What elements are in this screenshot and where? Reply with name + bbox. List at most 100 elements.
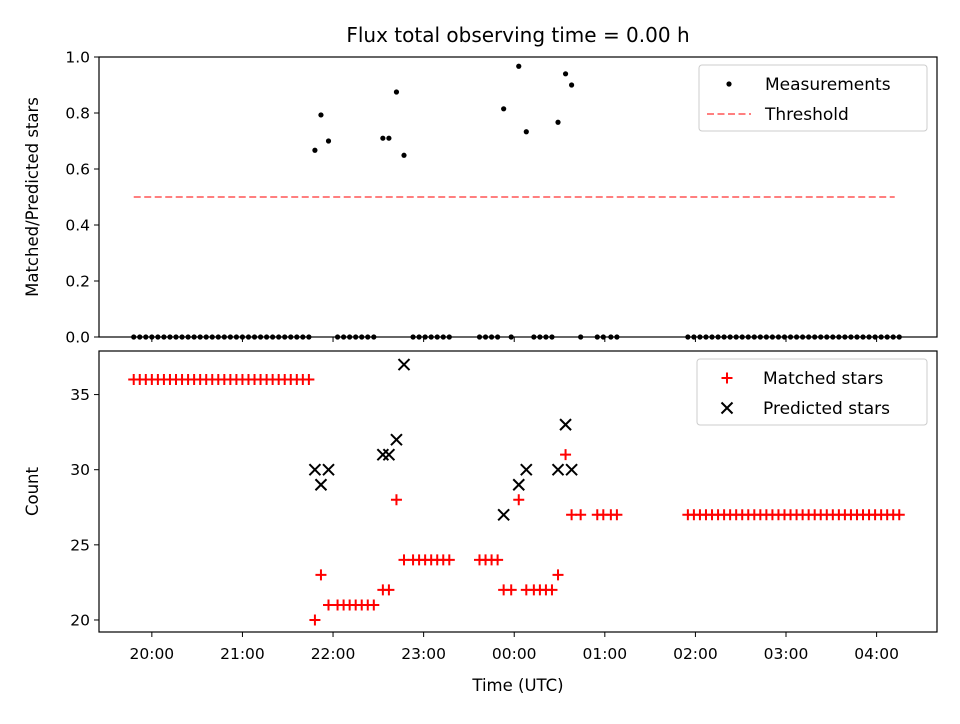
measurement-point [715,334,721,340]
measurement-point [543,334,549,340]
matched-star-point [893,509,905,521]
top-axes-frame [98,56,938,338]
measurement-point [751,334,757,340]
measurement-point [401,152,407,158]
measurement-point [371,334,377,340]
measurement-point [251,334,258,340]
bottom-axes-frame [98,350,938,633]
matched-star-point [303,374,315,386]
measurement-point [294,334,300,340]
top-panel-ratio-plot: 0.0 0.2 0.4 0.6 0.8 1.0 Matched/Predicted star… [23,49,938,347]
bottom-y-tick-label: 25 [70,536,90,554]
measurement-point [745,334,751,340]
bottom-legend-box [696,358,928,426]
measurement-point [410,334,416,340]
x-tick-label: 01:00 [582,645,627,663]
matched-star-point [560,449,572,461]
measurement-point [727,334,733,340]
measurement-point [365,334,371,340]
measurement-point [806,334,812,340]
measurement-point [836,334,842,340]
measurement-point [353,334,359,340]
measurement-point [818,334,824,340]
measurement-point [562,71,569,77]
measurement-point [393,89,400,95]
measurement-point [830,334,836,340]
matched-star-point [368,599,380,611]
measurement-point [221,334,227,340]
measurement-point [347,334,353,340]
measurement-point [416,334,422,340]
measurement-point [812,334,818,340]
predicted-star-point [390,433,403,446]
measurement-point [763,334,769,340]
x-tick-label: 00:00 [492,645,537,663]
measurement-point [578,334,584,340]
measurement-point [508,334,514,340]
measurement-point [739,334,745,340]
x-tick-label: 21:00 [220,645,265,663]
measurement-point [476,334,483,340]
measurement-point [842,334,848,340]
measurement-point [495,334,501,340]
measurement-point [167,334,173,340]
measurement-point [537,334,543,340]
measurement-point [197,334,203,340]
measurement-point [703,334,709,340]
legend-label: Threshold [764,105,849,125]
x-tick-label: 20:00 [130,645,175,663]
measurement-point [775,334,782,340]
measurement-point [860,334,866,340]
top-legend-box [698,64,928,132]
measurement-point [270,334,276,340]
measurement-point [155,334,161,340]
measurement-point [757,334,763,340]
measurement-point [523,129,529,135]
measurement-point [143,334,149,340]
measurement-point [257,334,264,340]
measurement-point [872,334,878,340]
measurement-point [800,334,806,340]
measurement-point [306,334,312,340]
predicted-star-point [382,448,396,461]
top-y-tick-label: 0.0 [65,329,90,347]
measurement-point [179,334,185,340]
measurement-point [600,334,606,340]
measurement-point [549,334,555,340]
measurement-point [824,334,830,340]
measurement-point [516,63,522,69]
top-y-tick-label: 0.2 [65,273,90,291]
measurement-point [149,334,155,340]
matched-star-point [443,554,455,566]
measurement-point [866,334,872,340]
measurement-point [482,334,489,340]
predicted-star-point [497,508,510,521]
legend-matched-swatch [721,372,733,384]
legend-label: Matched stars [763,369,883,389]
measurement-point [890,334,896,340]
measurement-point [446,334,452,340]
measurement-point [227,334,233,340]
matched-star-point [492,554,504,566]
top-y-tick-label: 0.6 [65,161,90,179]
matched-star-point [309,614,321,626]
measurement-point [245,334,252,340]
bottom-data-marks [128,358,905,626]
measurement-point [878,334,884,340]
measurement-point [555,119,561,125]
x-tick-label: 02:00 [673,645,718,663]
measurement-point [793,334,800,340]
measurement-point [312,147,318,153]
x-axis-label: Time (UTC) [471,676,563,695]
top-legend: Measurements Threshold [698,64,928,132]
measurement-point [428,334,434,340]
measurement-point [709,334,715,340]
measurement-point [334,334,341,340]
predicted-star-point [565,463,578,476]
predicted-star-point [314,478,328,491]
measurement-point [325,138,332,144]
legend-label: Measurements [765,75,891,95]
measurement-point [531,334,537,340]
matched-star-point [315,569,327,581]
